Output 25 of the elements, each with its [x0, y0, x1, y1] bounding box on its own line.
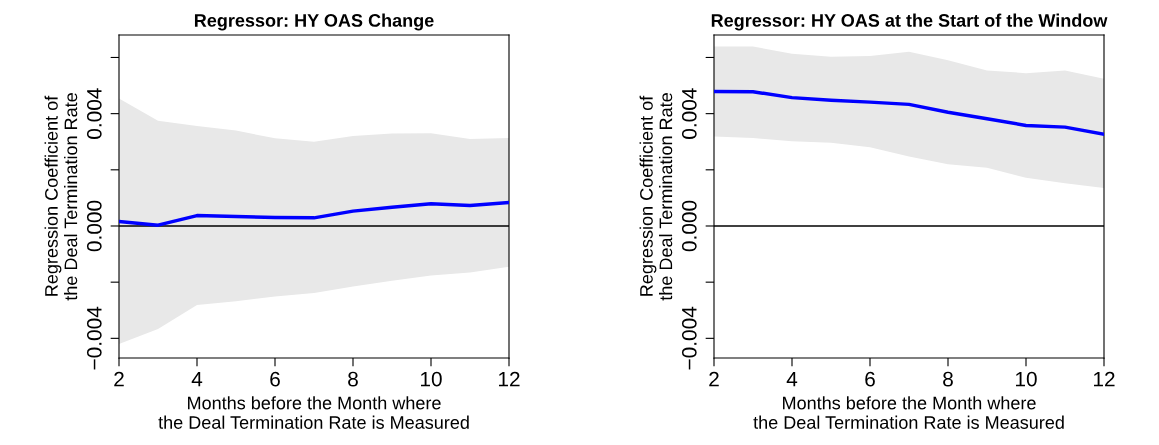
y-tick-label: −0.004	[681, 306, 697, 370]
x-tick-label: 6	[270, 371, 280, 387]
x-tick-label: 2	[114, 371, 124, 387]
y-tick-label: 0.000	[86, 200, 102, 252]
x-tick-label: 10	[1016, 371, 1037, 387]
x-tick-label: 8	[943, 371, 953, 387]
x-tick-label: 4	[191, 371, 203, 387]
chart-title: Regressor: HY OAS at the Start of the Window	[711, 13, 1108, 31]
x-axis-title: Months before the Month where the Deal Termination Rate is Measured	[158, 396, 469, 429]
y-tick-label: 0.004	[86, 88, 102, 139]
y-tick-label: 0.000	[681, 200, 697, 252]
y-tick-label: 0.004	[681, 88, 697, 139]
y-axis-title: Regression Coefficient of the Deal Termination Rate	[639, 93, 673, 301]
x-axis-title: Months before the Month where the Deal Termination Rate is Measured	[753, 396, 1064, 429]
y-tick-label: −0.004	[86, 306, 102, 370]
line-series	[714, 89, 1104, 136]
x-tick-label: 4	[786, 371, 798, 387]
chart-title: Regressor: HY OAS Change	[194, 13, 434, 31]
x-tick-label: 2	[709, 371, 719, 387]
y-axis-title: Regression Coefficient of the Deal Termination Rate	[44, 93, 78, 301]
x-tick-label: 12	[1094, 371, 1115, 387]
x-tick-label: 6	[865, 371, 875, 387]
x-tick-label: 10	[421, 371, 442, 387]
x-tick-label: 12	[499, 371, 520, 387]
x-tick-label: 8	[348, 371, 358, 387]
